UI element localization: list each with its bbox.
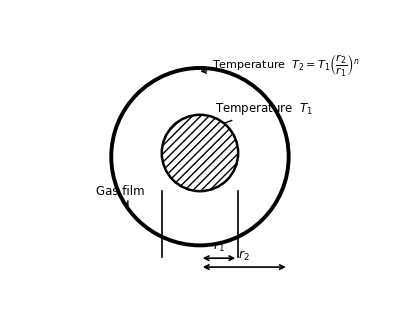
Text: $r_2$: $r_2$: [238, 249, 250, 263]
Circle shape: [162, 115, 238, 191]
Text: $r_1$: $r_1$: [213, 240, 225, 254]
Text: Gas film: Gas film: [96, 185, 145, 206]
Text: Temperature  $T_1$: Temperature $T_1$: [208, 100, 313, 130]
Text: Temperature  $T_2 = T_1 \left(\dfrac{r_2}{r_1}\right)^n$: Temperature $T_2 = T_1 \left(\dfrac{r_2}…: [202, 52, 360, 78]
